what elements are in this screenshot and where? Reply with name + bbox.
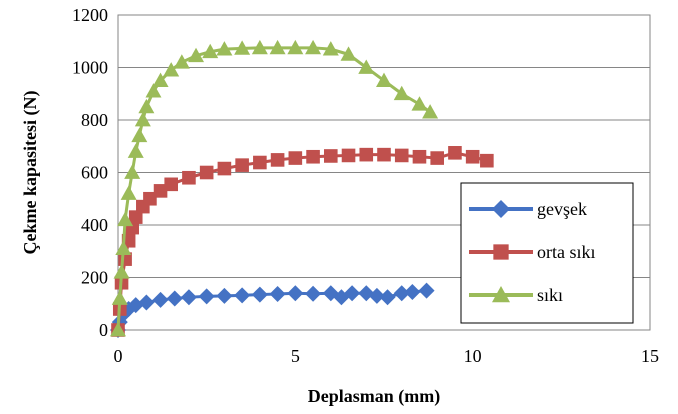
data-point: [143, 191, 157, 206]
data-point: [164, 177, 178, 192]
legend-marker: [492, 286, 510, 303]
data-point: [217, 161, 232, 176]
data-point: [166, 290, 183, 307]
data-point: [138, 98, 155, 114]
data-point: [111, 290, 128, 305]
data-point: [358, 285, 375, 302]
data-point: [269, 39, 286, 55]
data-point: [394, 148, 409, 163]
series-2: [110, 39, 439, 337]
legend-marker: [492, 200, 510, 218]
data-point: [117, 211, 134, 227]
data-point: [480, 153, 494, 168]
series-1: [111, 146, 494, 337]
data-point: [288, 151, 303, 165]
data-point: [127, 143, 144, 158]
data-point: [376, 72, 392, 88]
legend-marker: [493, 244, 509, 260]
data-point: [138, 294, 155, 311]
data-point: [411, 96, 428, 111]
data-point: [368, 287, 385, 304]
data-point: [340, 46, 357, 61]
data-point: [287, 39, 304, 55]
legend-label: orta sıkı: [537, 242, 596, 262]
data-point: [422, 104, 439, 119]
data-point: [324, 149, 338, 163]
data-point: [234, 287, 251, 304]
x-tick-label: 0: [114, 346, 123, 366]
data-point: [270, 153, 285, 167]
data-point: [199, 165, 214, 180]
data-point: [418, 282, 435, 299]
data-point: [393, 85, 410, 101]
data-point: [235, 158, 249, 172]
data-point: [305, 39, 322, 55]
data-point: [358, 59, 375, 74]
y-tick-label: 600: [81, 163, 108, 183]
data-point: [359, 147, 374, 162]
data-point: [180, 289, 197, 306]
data-point: [120, 185, 137, 200]
data-point: [188, 47, 205, 63]
data-point: [379, 289, 396, 306]
x-axis-title: Deplasman (mm): [308, 386, 441, 407]
data-point: [412, 149, 427, 164]
x-tick-label: 15: [641, 346, 659, 366]
data-point: [251, 39, 268, 55]
data-point: [152, 291, 169, 308]
data-point: [198, 288, 215, 305]
data-point: [251, 286, 268, 303]
data-point: [393, 285, 410, 302]
y-tick-label: 1000: [72, 58, 108, 78]
data-point: [134, 112, 151, 127]
data-point: [322, 41, 339, 56]
data-point: [202, 43, 219, 59]
data-point: [115, 240, 132, 256]
data-point: [377, 147, 391, 162]
x-tick-label: 10: [464, 346, 482, 366]
data-point: [128, 210, 143, 224]
data-point: [145, 83, 162, 98]
data-point: [341, 148, 356, 163]
data-point: [182, 170, 196, 185]
data-point: [216, 287, 233, 304]
data-point: [448, 146, 462, 160]
y-tick-label: 800: [81, 110, 108, 130]
legend-label: gevşek: [537, 199, 587, 219]
data-point: [344, 285, 361, 302]
data-point: [127, 297, 144, 314]
data-point: [269, 286, 286, 303]
data-point: [131, 127, 148, 143]
data-point: [404, 283, 421, 300]
x-tick-label: 5: [291, 346, 300, 366]
data-point: [152, 72, 169, 88]
data-point: [306, 149, 320, 164]
data-point: [287, 285, 304, 302]
data-point: [153, 184, 168, 198]
data-point: [305, 285, 322, 302]
data-point: [110, 322, 126, 337]
legend: gevşek orta sıkı sıkı: [460, 182, 634, 324]
data-point: [465, 149, 480, 164]
y-axis-title: Çekme kapasitesi (N): [20, 91, 41, 255]
data-point: [124, 164, 141, 179]
y-tick-label: 1200: [72, 5, 108, 25]
data-point: [234, 40, 251, 55]
y-tick-label: 400: [81, 215, 108, 235]
data-point: [113, 264, 130, 279]
data-point: [430, 151, 444, 165]
data-point: [216, 41, 233, 56]
y-tick-label: 200: [81, 268, 108, 288]
data-point: [253, 155, 267, 170]
legend-label: sıkı: [537, 285, 563, 305]
data-point: [163, 62, 180, 77]
y-tick-label: 0: [99, 320, 108, 340]
data-point: [173, 54, 190, 69]
